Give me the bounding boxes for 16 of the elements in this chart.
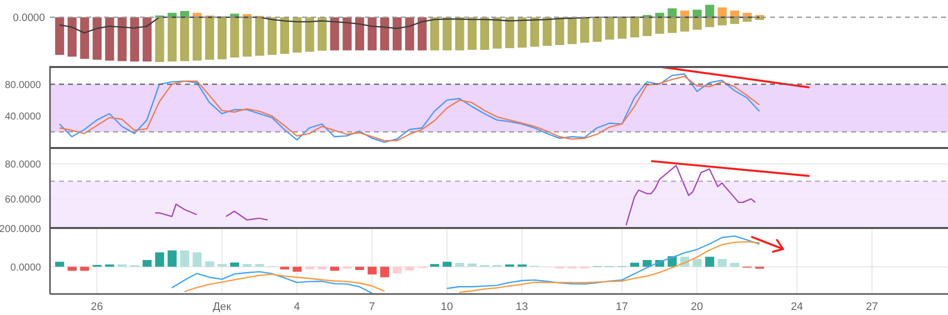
y-tick-label: 80.0000 <box>4 80 42 91</box>
x-tick-label: 4 <box>294 300 300 313</box>
x-tick-label: 7 <box>368 300 375 313</box>
x-tick-label: 13 <box>516 300 528 313</box>
x-tick-label: 27 <box>866 300 878 313</box>
y-tick-label: 80.0000 <box>4 159 42 170</box>
x-tick-label: 26 <box>90 300 104 313</box>
x-tick-label: 17 <box>616 300 628 313</box>
y-tick-label: 40.0000 <box>4 112 42 123</box>
y-tick-label: 0.0000 <box>10 262 42 274</box>
y-tick-label: 60.0000 <box>4 194 42 206</box>
x-tick-label: 20 <box>690 300 704 313</box>
x-tick-label: Дек <box>212 300 232 313</box>
y-tick-label: 200.0000 <box>0 224 42 235</box>
x-tick-label: 24 <box>790 300 804 313</box>
x-tick-label: 10 <box>440 300 454 313</box>
